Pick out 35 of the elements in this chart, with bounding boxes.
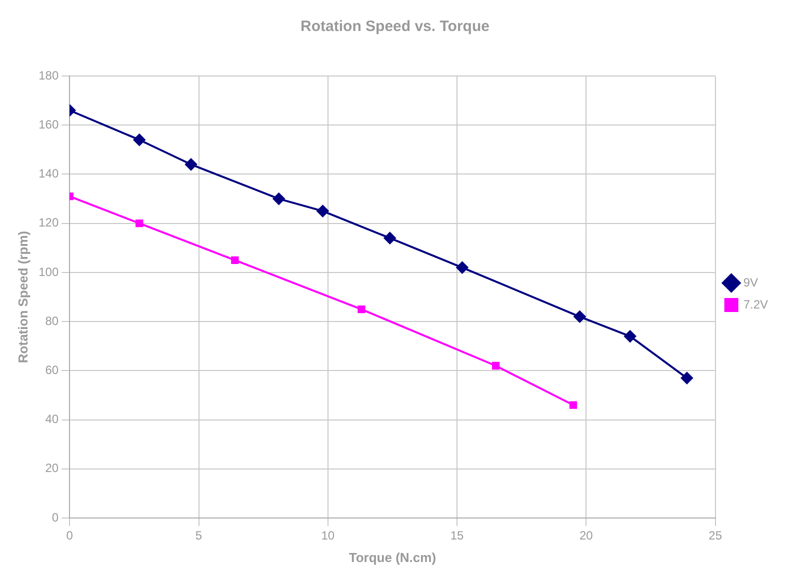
x-tick-label: 20 [579,528,594,543]
point [456,262,468,274]
y-tick-label: 180 [38,68,59,82]
x-axis-title: Torque (N.cm) [348,550,436,565]
point [569,401,578,409]
point [624,330,636,342]
legend-label: 7.2V [743,297,768,312]
y-axis-title: Rotation Speed (rpm) [15,230,30,364]
y-tick-label: 80 [45,314,59,328]
point [272,192,285,205]
y-tick-label: 0 [52,510,59,524]
y-tick-label: 100 [38,264,59,279]
point [384,232,396,244]
point [185,158,198,170]
y-tick-label: 60 [45,362,59,377]
y-tick-label: 40 [45,412,59,426]
y-tick-label: 20 [45,461,59,476]
point [492,362,500,370]
legend-label: 9V [743,275,758,290]
y-tick-label: 140 [38,166,59,181]
chart-title: Rotation Speed vs. Torque [300,18,490,36]
x-tick-label: 10 [321,528,335,543]
y-tick-label: 160 [38,117,59,132]
x-tick-label: 25 [708,528,722,543]
point [133,134,146,146]
point [680,372,693,384]
point [231,256,239,264]
x-tick-label: 5 [195,528,202,543]
x-tick-label: 15 [450,528,464,543]
y-tick-label: 120 [38,216,59,230]
point [316,205,329,218]
point [136,220,144,228]
point [358,305,366,314]
x-tick-label: 0 [66,528,74,543]
point [574,310,586,323]
